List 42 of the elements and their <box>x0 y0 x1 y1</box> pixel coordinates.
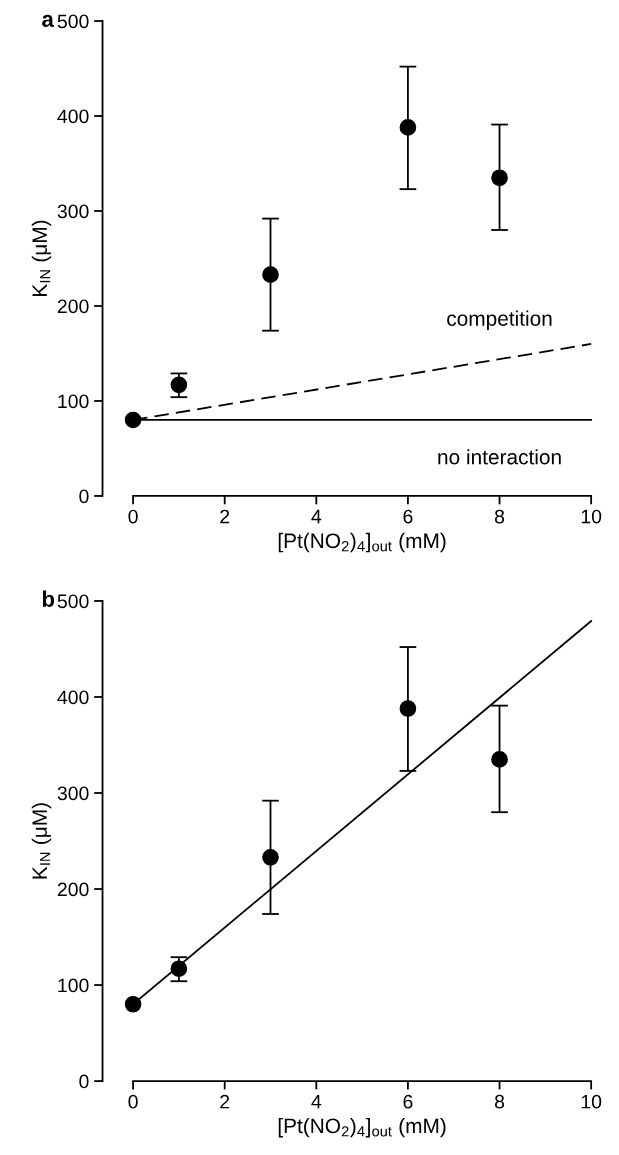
chart-title: a <box>42 14 54 27</box>
annotation: competition <box>447 310 552 330</box>
chart-title: b <box>42 590 55 607</box>
y-tick-label: 100 <box>58 394 89 409</box>
y-tick-label: 300 <box>57 786 89 801</box>
x-tick-label: 8 <box>494 1094 505 1109</box>
point <box>170 376 188 394</box>
point <box>491 169 508 187</box>
point <box>124 411 142 429</box>
point <box>262 266 279 283</box>
x-tick-label: 2 <box>220 509 230 524</box>
x-tick-label: 4 <box>311 1094 322 1109</box>
point <box>491 751 508 768</box>
x-axis-title: [Pt(NO$_{2}$)$_{4}$]$_{out}$ (mM) <box>278 532 446 553</box>
x-tick-label: 6 <box>403 509 413 524</box>
point <box>262 849 279 866</box>
y-tick-label: 200 <box>57 882 89 897</box>
point <box>399 119 417 136</box>
y-tick-label: 400 <box>57 109 89 124</box>
y-tick-label: 300 <box>57 204 89 219</box>
y-tick-label: 0 <box>79 1074 89 1089</box>
annotation: no interaction <box>438 449 561 465</box>
x-tick-label: 0 <box>128 1094 138 1109</box>
x-tick-label: 2 <box>220 1094 230 1109</box>
x-tick-label: 4 <box>311 509 322 524</box>
x-tick-label: 6 <box>403 1094 413 1109</box>
y-tick-label: 500 <box>57 14 89 29</box>
y-tick-label: 200 <box>57 299 89 314</box>
y-tick-label: 0 <box>79 489 89 504</box>
x-tick-label: 10 <box>581 1094 602 1109</box>
y-tick-label: 500 <box>57 594 89 609</box>
point <box>124 995 142 1013</box>
point <box>399 700 417 717</box>
y-tick-label: 100 <box>58 978 89 993</box>
y-axis-title: K$_{IN}$ (μM) <box>31 803 52 879</box>
x-tick-label: 8 <box>494 509 505 524</box>
point <box>170 960 188 978</box>
x-axis-title: [Pt(NO$_{2}$)$_{4}$]$_{out}$ (mM) <box>278 1117 446 1138</box>
y-axis-title: K$_{IN}$ (μM) <box>31 220 52 296</box>
x-tick-label: 10 <box>581 509 602 524</box>
x-tick-label: 0 <box>128 509 138 524</box>
y-tick-label: 400 <box>57 690 89 705</box>
